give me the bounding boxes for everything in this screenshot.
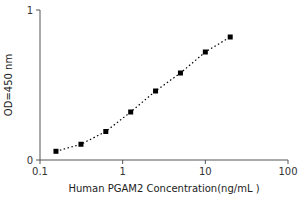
marker [153,89,158,94]
x-tick-label: 0.1 [32,166,48,177]
y-tick-label: 0 [27,155,33,166]
y-tick [36,160,40,161]
x-axis-label: Human PGAM2 Concentration(ng/mL ) [68,183,259,194]
marker [178,71,183,76]
plot-area [53,35,232,154]
marker [78,142,83,147]
marker [53,149,58,154]
marker [228,35,233,40]
x-tick [288,160,289,164]
chart: 0.1 1 10 100 0 1 Human PGAM2 Concentration(ng/… [0,0,300,200]
x-tick-label: 10 [199,166,212,177]
y-axis-label: OD=450 nm [3,54,14,116]
line [56,37,230,151]
x-tick-label: 1 [119,166,125,177]
x-tick-label: 100 [278,166,297,177]
y-tick [36,10,40,11]
marker [203,50,208,55]
axes: 0.1 1 10 100 0 1 [27,5,298,178]
x-tick [122,160,123,164]
x-tick [205,160,206,164]
marker [103,129,108,134]
x-axis-line [40,160,288,161]
y-tick-label: 1 [27,5,33,16]
y-axis-line [40,10,41,160]
x-tick [40,160,41,164]
marker [128,110,133,115]
